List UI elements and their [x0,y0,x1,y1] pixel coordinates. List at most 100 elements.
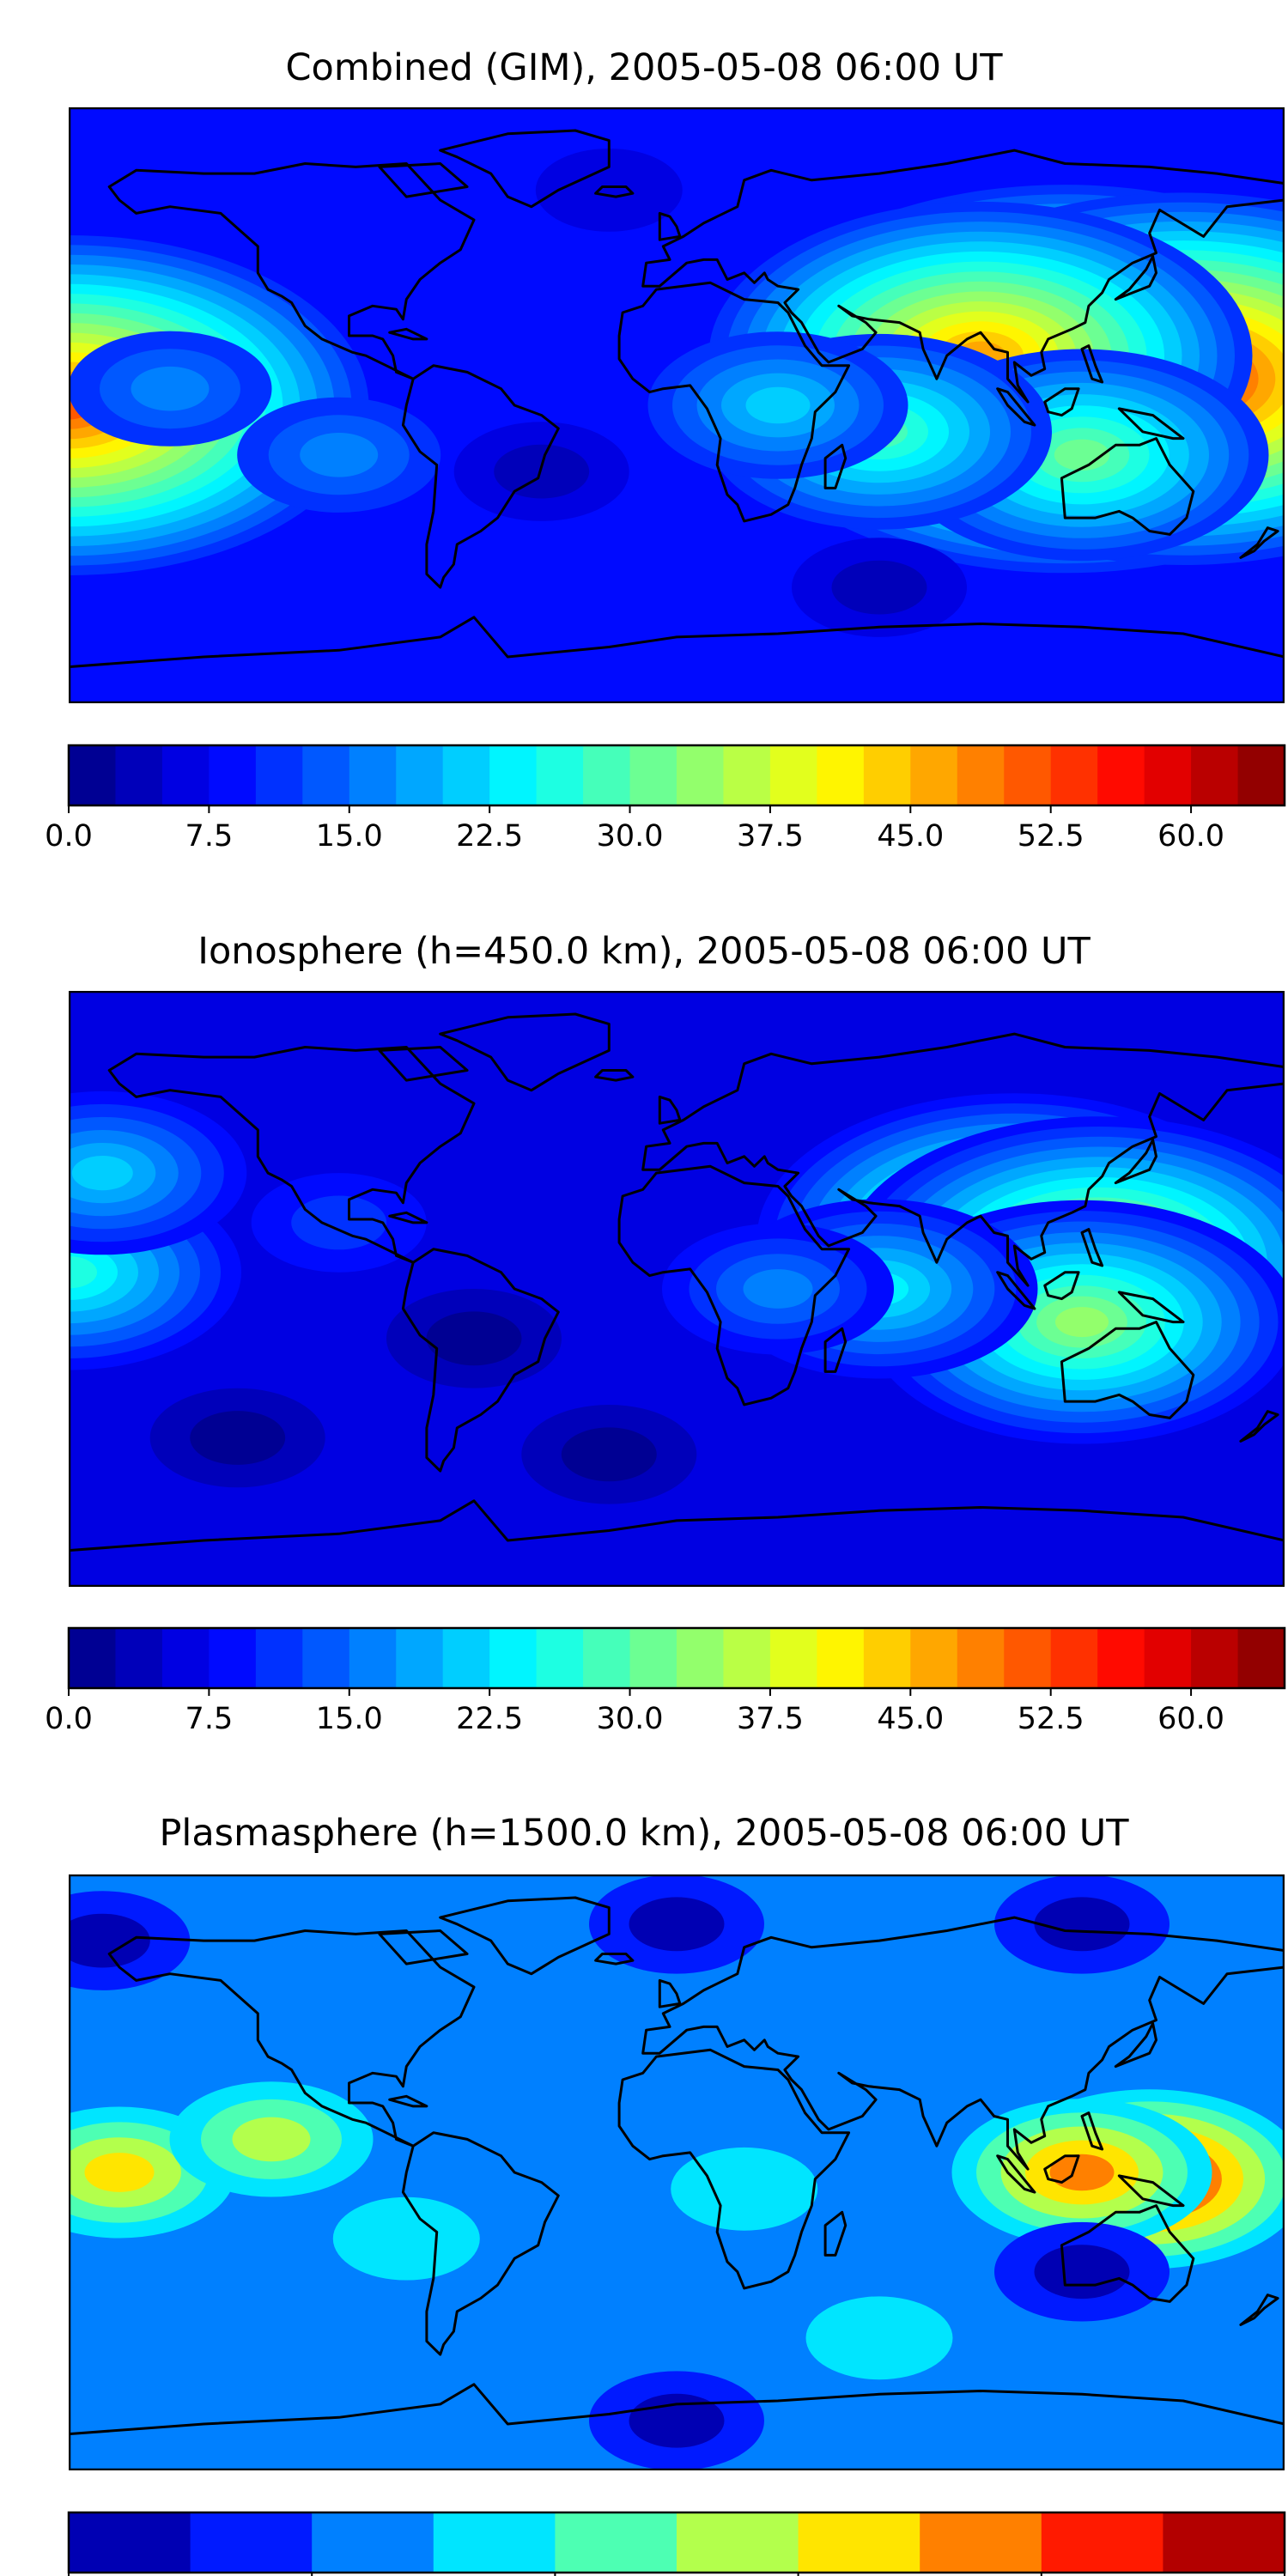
contour-band [84,2153,155,2192]
colorbar-swatch [302,745,350,805]
coastline-africa [617,281,851,523]
colorbar-swatch [677,745,725,805]
colorbar-swatch [255,745,303,805]
map-title: Combined (GIM), 2005-05-08 06:00 UT [285,46,1003,89]
coastline-cuba [388,1211,428,1224]
colorbar-swatch [1004,1628,1052,1688]
colorbar-swatch [863,1628,911,1688]
coastline-australia [1060,437,1195,536]
coastline-new-guinea [1117,407,1185,440]
colorbar-swatch [302,1628,350,1688]
map-frame [69,991,1285,1587]
colorbar: 0.0 7.5 15.0 22.5 30.0 37.5 45.0 52.5 60.0 [45,744,1286,854]
colorbar-frame [67,2511,1286,2574]
colorbar-swatch [396,1628,444,1688]
map-title: Plasmasphere (h=1500.0 km), 2005-05-08 0… [159,1812,1129,1855]
colorbar-swatch [957,1628,1005,1688]
coastline-new-guinea [1117,1291,1185,1324]
coastline-japan [1114,255,1157,301]
coastline-baffin [378,1046,469,1082]
coastline-antarctica [69,2383,1285,2470]
colorbar-swatch [1191,745,1239,805]
colorbar-tick-label: 37.5 [737,1702,804,1736]
colorbar-swatch [312,2512,434,2573]
coastline-eurasia [641,1916,1285,2171]
contour-band [629,1897,725,1952]
coastline-north-america [107,162,476,380]
colorbar-swatch [1041,2512,1163,2573]
colorbar-swatch [723,745,771,805]
colorbar-swatch [1237,745,1285,805]
contour-band [494,444,590,499]
coastline-madagascar [823,443,848,489]
coastline-south-america [401,2131,560,2356]
contour-band [131,366,210,411]
coastline-australia [1060,1321,1195,1419]
tec-feature [332,2196,480,2281]
tec-map [69,1874,1285,2470]
coastlines [69,1012,1285,1587]
colorbar-tick-label: 45.0 [877,819,944,854]
contour-band [1055,1307,1109,1338]
coastline-south-america [401,364,560,589]
coastline-north-america [107,1046,476,1264]
colorbar-tick-label: 60.0 [1157,1702,1224,1736]
coastline-antarctica [69,1499,1285,1587]
coastline-sumatra [996,2154,1036,2194]
map-title: Ionosphere (h=450.0 km), 2005-05-08 06:0… [197,930,1091,973]
contour-band [1034,2245,1130,2300]
coastline-new-guinea [1117,2174,1185,2208]
coastline-iceland [594,185,635,198]
colorbar-tick-label: 60.0 [1157,819,1224,854]
colorbar-swatch [910,1628,958,1688]
contour-band [805,2296,953,2380]
colorbar-swatch [69,745,117,805]
colorbar-swatch [1050,745,1098,805]
colorbar-tick-label: 37.5 [737,819,804,854]
map-frame [69,107,1285,703]
colorbar-tick-label: 52.5 [1018,819,1084,854]
colorbar-tick-label: 7.5 [185,1702,234,1736]
tec-feature [805,2296,953,2380]
coastline-philippines [1080,1228,1104,1267]
colorbar-swatch [920,2512,1042,2573]
coastline-greenland [439,1896,611,1976]
colorbar-swatch [1163,2512,1285,2573]
contour-band [561,1427,657,1482]
colorbar-tick-label: 0.0 [45,819,93,854]
tec-feature [169,2081,374,2197]
contour-band [745,386,811,424]
colorbar-swatch [209,1628,257,1688]
tec-feature [589,2371,764,2470]
coastline-iceland [594,1953,635,1965]
colorbar-swatch [769,745,817,805]
colorbar-tick-label: 0.0 [45,1702,93,1736]
map-frame [69,1874,1285,2470]
coastline-borneo [1043,387,1080,417]
coastline-cuba [388,327,428,341]
coastline-britain [658,211,682,241]
colorbar-swatch [349,1628,397,1688]
colorbar-swatch [1144,1628,1192,1688]
colorbar-swatch [957,745,1005,805]
colorbar-swatch [1097,745,1145,805]
colorbar-swatch [433,2512,556,2573]
colorbar-swatch [817,1628,865,1688]
colorbar: 0510152025 [67,2511,1286,2576]
coastline-borneo [1043,1271,1080,1301]
coastline-new-zealand [1239,1410,1279,1443]
contour-band [71,1156,133,1191]
tec-feature [792,538,967,637]
coastline-britain [658,1095,682,1125]
coastline-japan [1114,2022,1157,2069]
tec-feature [647,331,908,479]
colorbar-swatch [209,745,257,805]
tec-feature [671,2147,818,2231]
colorbar-swatch [1191,1628,1239,1688]
coastline-baffin [378,1929,469,1965]
colorbar-swatch [677,1628,725,1688]
coastline-africa [617,1164,851,1406]
coastline-australia [1060,2204,1195,2303]
tec-map [69,107,1285,703]
colorbar-swatch [190,2512,313,2573]
